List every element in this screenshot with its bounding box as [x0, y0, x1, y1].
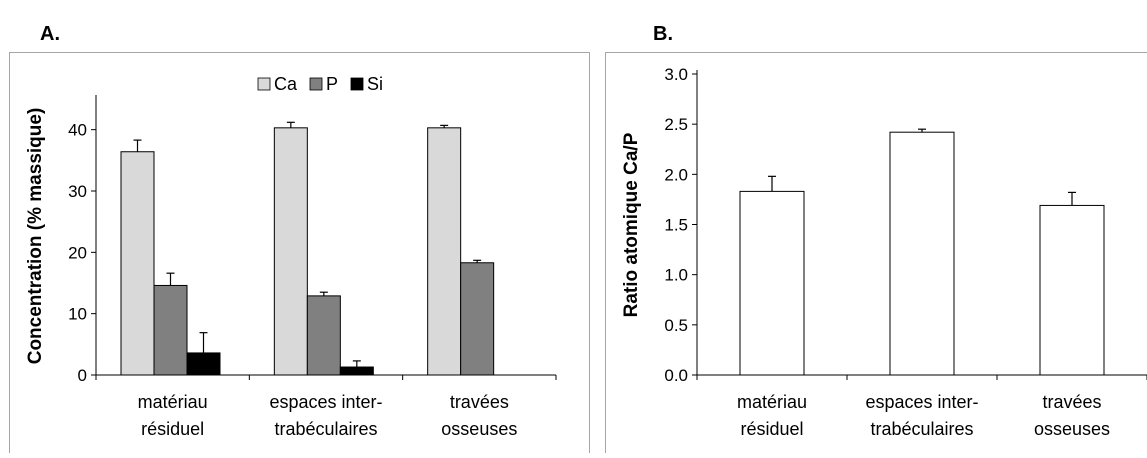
y-tick-label: 0 [78, 366, 87, 385]
y-axis-title: Ratio atomique Ca/P [621, 132, 642, 317]
x-category-label: osseuses [441, 419, 517, 439]
legend-label-si: Si [367, 74, 383, 94]
bar-value [890, 132, 954, 375]
x-category-label: travées [450, 392, 509, 412]
legend-swatch-p [310, 78, 322, 90]
y-tick-label: 40 [68, 121, 87, 140]
chart-b: 0.0 0.5 1.0 1.5 2.0 2.5 3.0 matériau résiduel esp… [621, 65, 1147, 439]
y-tick-label: 20 [68, 243, 87, 262]
bar-ca [274, 128, 307, 375]
y-tick-label: 2.0 [664, 165, 688, 184]
panel-label-b: B. [653, 23, 673, 45]
x-category-label: matériau [138, 392, 208, 412]
x-category-label: espaces inter- [269, 392, 382, 412]
x-category-label: résiduel [141, 419, 204, 439]
x-category-label: résiduel [740, 419, 803, 439]
chart-a: 0 10 20 30 40 matériau résiduel espaces inter-t… [25, 74, 556, 439]
y-axis-title: Concentration (% massique) [25, 108, 46, 365]
bar-ca [121, 152, 154, 375]
y-tick-label: 2.5 [664, 115, 688, 134]
y-tick-label: 1.5 [664, 216, 688, 235]
x-category-label: travées [1042, 392, 1101, 412]
legend-label-ca: Ca [274, 74, 298, 94]
bar-value [740, 191, 804, 375]
bar-si [340, 367, 373, 375]
panel-label-a: A. [40, 23, 60, 45]
bar-p [461, 263, 494, 375]
legend-swatch-si [351, 78, 363, 90]
x-category-label: trabéculaires [274, 419, 377, 439]
bar-si [187, 353, 220, 375]
bar-ca [428, 128, 461, 375]
y-tick-label: 3.0 [664, 65, 688, 84]
y-tick-label: 10 [68, 305, 87, 324]
x-category-label: espaces inter- [865, 392, 978, 412]
x-category-label: matériau [737, 392, 807, 412]
bar-p [307, 296, 340, 375]
x-category-label: osseuses [1034, 419, 1110, 439]
x-category-label: trabéculaires [870, 419, 973, 439]
y-tick-label: 0.0 [664, 366, 688, 385]
y-tick-label: 30 [68, 182, 87, 201]
bar-value [1040, 205, 1104, 375]
legend-label-p: P [326, 74, 338, 94]
y-tick-label: 1.0 [664, 266, 688, 285]
legend-swatch-ca [258, 78, 270, 90]
y-tick-label: 0.5 [664, 316, 688, 335]
bar-p [154, 285, 187, 375]
